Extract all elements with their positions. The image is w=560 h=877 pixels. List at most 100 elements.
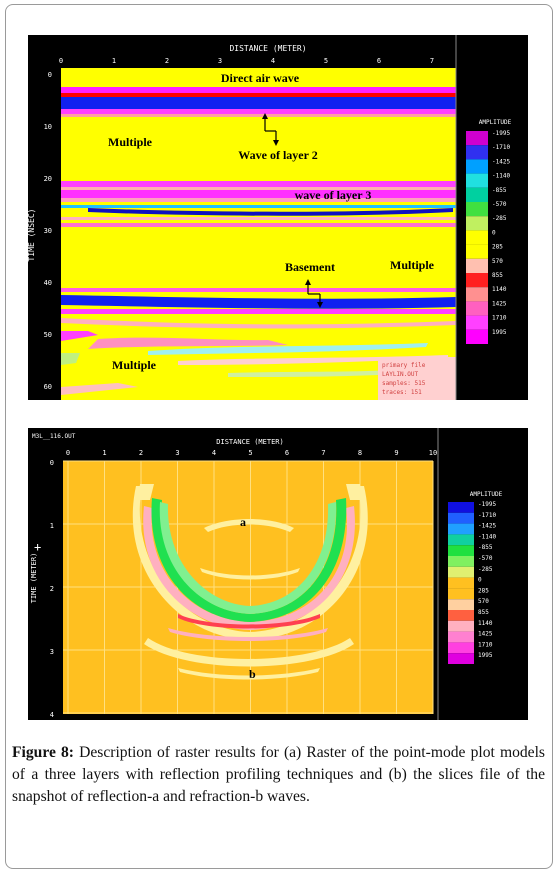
annotation-direct-air-wave: Direct air wave (221, 71, 300, 85)
legend-swatch-a (466, 287, 488, 302)
arrow-icon-layer2 (262, 113, 279, 146)
figure-caption: Figure 8: Description of raster results … (12, 742, 545, 808)
y-tick-label-b: 0 (50, 459, 54, 467)
legend-swatch-a (466, 301, 488, 316)
x-ticks-b: 0 1 2 3 4 5 6 7 8 9 10 (66, 449, 437, 457)
legend-value-b: 1710 (478, 641, 493, 648)
y-tick-label-a: 60 (44, 383, 52, 391)
legend-value-b: 1140 (478, 620, 493, 627)
y-tick-label-a: 50 (44, 331, 52, 339)
legend-swatch-a (466, 145, 488, 160)
x-tick-label-b: 1 (102, 449, 106, 457)
legend-value-a: 285 (492, 244, 503, 251)
x-tick-label-b: 6 (285, 449, 289, 457)
legend-value-a: 1710 (492, 315, 507, 322)
label-b: b (249, 667, 256, 681)
y-tick-label-a: 10 (44, 123, 52, 131)
x-tick-label-a: 7 (430, 57, 434, 65)
annotation-basement: Basement (285, 260, 335, 274)
legend-value-b: -285 (478, 566, 493, 573)
y-tick-label-a: 40 (44, 279, 52, 287)
cursor-marker: + (34, 540, 41, 554)
legend-value-b: -1140 (478, 533, 496, 540)
y-tick-label-a: 0 (48, 71, 52, 79)
legend-value-a: -855 (492, 187, 507, 194)
legend-value-a: 1995 (492, 329, 507, 336)
caption-label: Figure 8: (12, 744, 74, 761)
legend-value-b: -1995 (478, 501, 496, 508)
legend-value-b: 1995 (478, 652, 493, 659)
annotation-wave-layer3: wave of layer 3 (295, 188, 372, 202)
y-tick-label-a: 20 (44, 175, 52, 183)
legend-swatch-a (466, 258, 488, 273)
y-ticks-a: 0 10 20 30 40 50 60 (44, 71, 52, 391)
x-tick-label-a: 3 (218, 57, 222, 65)
x-tick-label-a: 6 (377, 57, 381, 65)
legend-title-a: AMPLITUDE (479, 119, 512, 126)
legend-swatch-b (448, 534, 474, 546)
x-tick-label-b: 7 (321, 449, 325, 457)
info-line-a: samples: 515 (382, 380, 426, 387)
legend-swatch-a (466, 230, 488, 245)
legend-swatch-a (466, 329, 488, 344)
legend-swatch-b (448, 599, 474, 610)
y-axis-title-b: TIME (METER) (30, 553, 38, 604)
legend-title-b: AMPLITUDE (470, 491, 503, 498)
file-label-b: M3L__116.OUT (32, 433, 76, 440)
legend-swatch-b (448, 631, 474, 643)
x-tick-label-b: 2 (139, 449, 143, 457)
legend-value-b: 0 (478, 577, 482, 584)
label-a: a (240, 515, 246, 529)
x-tick-label-b: 10 (429, 449, 437, 457)
legend-swatch-a (466, 131, 488, 146)
arrow-icon-basement (305, 279, 323, 308)
annotation-multiple-2: Multiple (390, 258, 435, 272)
legend-swatch-b (448, 620, 474, 632)
legend-value-a: -570 (492, 201, 507, 208)
info-line-a: primary file (382, 362, 426, 369)
annotation-multiple-1: Multiple (108, 135, 153, 149)
legend-value-b: 1425 (478, 631, 493, 638)
y-tick-label-b: 3 (50, 648, 54, 656)
y-ticks-b: 0 1 2 3 4 (50, 459, 54, 719)
legend-swatch-a (466, 315, 488, 330)
legend-swatch-a (466, 202, 488, 217)
legend-swatch-b (448, 610, 474, 621)
x-tick-label-b: 0 (66, 449, 70, 457)
y-tick-label-b: 4 (50, 711, 54, 719)
legend-value-a: -1425 (492, 158, 510, 165)
x-tick-label-a: 0 (59, 57, 63, 65)
x-tick-label-b: 9 (394, 449, 398, 457)
legend-swatch-b (448, 642, 474, 654)
legend-value-a: 855 (492, 272, 503, 279)
legend-swatch-b (448, 512, 474, 524)
raster-panel-b: M3L__116.OUT DISTANCE (METER) 0 1 2 3 4 5 6 7 8 9… (28, 428, 528, 720)
annotation-wave-layer2: Wave of layer 2 (238, 148, 317, 162)
x-axis-title-a: DISTANCE (METER) (229, 44, 306, 53)
legend-a: AMPLITUDE -1995 -1710 -1425 -1140 -855 -570 -2… (455, 35, 512, 400)
y-tick-label-a: 30 (44, 227, 52, 235)
legend-value-b: -1425 (478, 523, 496, 530)
legend-swatch-b (448, 566, 474, 578)
caption-text: Description of raster results for (a) Ra… (12, 744, 545, 805)
legend-swatch-b (448, 502, 474, 513)
info-box-a: primary file LAYLIN.OUT samples: 515 traces… (378, 357, 456, 400)
legend-swatch-a (466, 216, 488, 231)
legend-value-a: -1995 (492, 130, 510, 137)
x-tick-label-b: 8 (358, 449, 362, 457)
legend-swatch-b (448, 545, 474, 556)
plot-area-b (63, 460, 434, 714)
x-tick-label-a: 4 (271, 57, 275, 65)
x-tick-label-a: 2 (165, 57, 169, 65)
legend-swatch-b (448, 523, 474, 535)
legend-value-b: -855 (478, 544, 493, 551)
y-axis-title-a: TIME (NSEC) (28, 209, 36, 262)
legend-value-a: -1140 (492, 173, 510, 180)
x-tick-label-b: 5 (248, 449, 252, 457)
legend-value-a: 1425 (492, 300, 507, 307)
x-tick-label-b: 3 (175, 449, 179, 457)
y-tick-label-b: 2 (50, 585, 54, 593)
plot-area-a (61, 68, 456, 400)
legend-value-b: 855 (478, 609, 489, 616)
